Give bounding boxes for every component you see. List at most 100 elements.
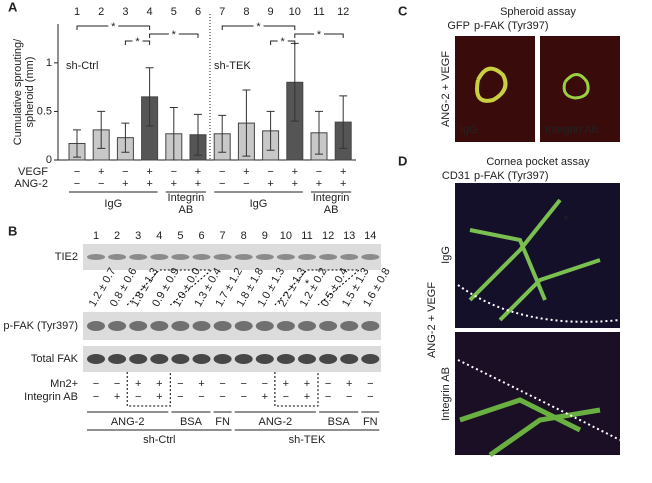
row-value: − (177, 378, 183, 390)
band (298, 354, 316, 364)
row-value: − (325, 391, 331, 403)
band (213, 354, 232, 364)
band (255, 254, 274, 260)
border (457, 284, 621, 323)
row-value: + (262, 391, 268, 403)
band (234, 254, 253, 260)
band (361, 354, 380, 364)
band (319, 254, 338, 260)
row-name: Mn2+ (50, 378, 78, 390)
band (255, 321, 274, 331)
coating: ANG-2 (259, 416, 293, 428)
condition-value: − (219, 178, 225, 190)
band (276, 354, 295, 364)
stain: CD31 (442, 170, 470, 182)
coating: ANG-2 (111, 416, 145, 428)
condition-value: − (267, 166, 273, 178)
condition-value: + (340, 178, 346, 190)
condition: ANG-2 + VEGF (440, 51, 452, 127)
panel-letter: A (8, 0, 18, 14)
y-tick-label: 1 (46, 57, 52, 69)
band (340, 254, 359, 260)
error-bar (194, 113, 202, 156)
stain: GFP (447, 20, 470, 32)
stain: p-FAK (Tyr397) (474, 170, 549, 182)
lane-number: 9 (262, 230, 268, 242)
condition-value: + (195, 178, 201, 190)
row-value: + (114, 391, 120, 403)
band (298, 321, 316, 331)
lane-number: 13 (343, 230, 355, 242)
condition-value: + (243, 166, 249, 178)
condition-value: − (74, 178, 80, 190)
panel-letter: D (398, 153, 407, 168)
band (361, 321, 380, 331)
condition-value: − (243, 178, 249, 190)
row-name: Integrin AB (24, 391, 78, 403)
row-value: + (346, 378, 352, 390)
bracket-gap (108, 24, 119, 28)
spheroid (562, 73, 590, 100)
significance: * (172, 29, 177, 41)
category-label: 4 (147, 6, 153, 18)
band (129, 321, 148, 331)
band (234, 354, 253, 364)
row-value: + (304, 391, 310, 403)
blot-label: Total FAK (31, 353, 79, 365)
band (361, 254, 380, 260)
condition-value: + (171, 178, 177, 190)
category-label: 12 (337, 6, 349, 18)
significance: * (317, 29, 322, 41)
treatment-label: IgG (104, 198, 122, 210)
lane-number: 4 (156, 230, 162, 242)
group-label: sh-Ctrl (66, 60, 98, 72)
lane-number: 3 (135, 230, 141, 242)
row-value: + (156, 378, 162, 390)
spheroid (475, 66, 508, 103)
micrographs (455, 36, 621, 458)
band (129, 354, 148, 364)
image (455, 183, 620, 328)
band (192, 321, 211, 331)
condition-value: + (292, 166, 298, 178)
band (171, 321, 190, 331)
panel-title: Spheroid assay (500, 6, 576, 18)
lane-number: 1 (93, 230, 99, 242)
lane-number: 10 (280, 230, 292, 242)
condition-value: + (122, 178, 128, 190)
row-value: − (219, 391, 225, 403)
row-value: − (240, 378, 246, 390)
image-label: IgG (460, 124, 478, 136)
error-bar (121, 122, 130, 153)
band (87, 254, 105, 260)
error-bar (266, 110, 275, 151)
lane-number: 12 (322, 230, 334, 242)
coating: FN (215, 416, 230, 428)
condition-value: + (340, 166, 346, 178)
panel-letter: C (398, 3, 408, 18)
group-label: sh-TEK (289, 434, 326, 446)
row-value: − (198, 391, 204, 403)
group-label: sh-TEK (214, 60, 251, 72)
band (171, 354, 190, 364)
row-value: − (283, 391, 289, 403)
stain: p-FAK (Tyr397) (474, 20, 549, 32)
treatment-label: Integrin AB (313, 192, 350, 216)
lane-number: 7 (220, 230, 226, 242)
row-value: − (346, 391, 352, 403)
y-tick-label: 0.5 (37, 105, 52, 117)
row-value: − (262, 378, 268, 390)
band (319, 354, 338, 364)
band (108, 321, 127, 331)
border (457, 359, 621, 441)
row-value: + (304, 378, 310, 390)
condition-name: VEGF (18, 166, 48, 178)
category-label: 9 (268, 6, 274, 18)
band (87, 354, 105, 364)
band (150, 354, 169, 364)
condition-value: + (146, 166, 152, 178)
significance: * (281, 36, 286, 48)
row-value: − (367, 378, 373, 390)
condition-value: − (171, 166, 177, 178)
